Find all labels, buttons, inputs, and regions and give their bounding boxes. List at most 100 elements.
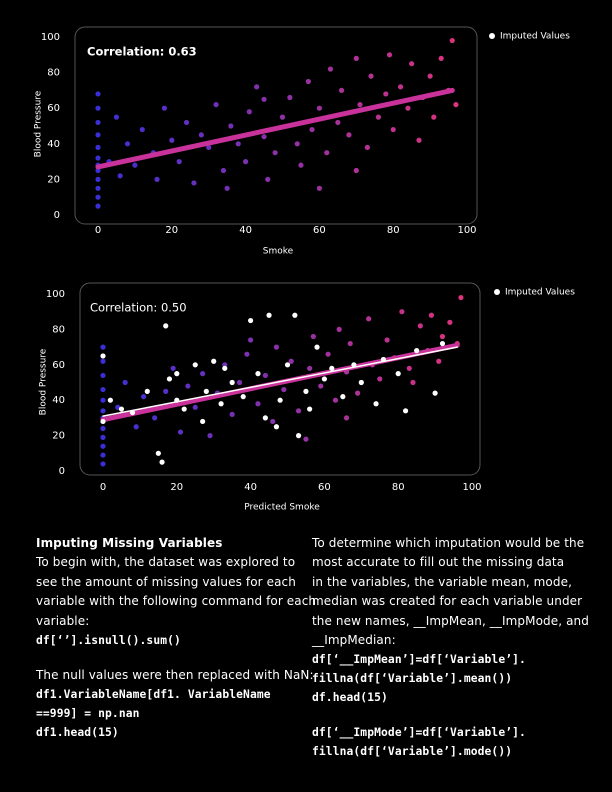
y-tick-label: 80 [47,68,60,79]
x-tick-label: 100 [462,482,481,493]
data-point [235,141,241,147]
imputed-point [439,340,446,347]
y-tick-label: 20 [47,174,60,185]
data-point [324,150,330,156]
imputed-point [159,459,165,465]
data-point [383,91,389,97]
data-point [427,73,433,79]
imputed-point [211,358,217,364]
data-point [95,91,101,97]
code-line: df1.VariableName[df1. VariableName [36,688,271,702]
data-point [447,319,453,325]
imputed-point [329,365,335,371]
imputed-point [314,344,320,350]
data-point [95,119,101,126]
data-point [364,144,370,150]
x-tick-label: 20 [170,482,183,493]
paragraph-line: the new names, __ImpMean, __ImpMode, and [312,613,589,628]
paragraph-block: To begin with, the dataset was explored … [36,553,317,631]
data-point [332,397,339,403]
imputed-point [107,397,113,403]
paragraph-line: most accurate to fill out the missing da… [312,555,565,570]
data-point [191,180,197,186]
data-point [161,105,168,111]
annotation: Correlation: 0.63 [87,45,197,59]
imputed-point [144,388,150,394]
x-tick-label: 40 [239,225,252,236]
data-point [303,436,309,442]
data-point [353,167,359,174]
imputed-point [240,394,246,400]
imputed-point [358,379,364,386]
imputed-point [373,401,379,407]
imputed-point [155,450,161,456]
data-point [438,55,444,61]
data-point [325,351,331,357]
imputed-point [292,312,298,318]
imputed-point [129,409,136,416]
data-point [243,159,249,165]
data-point [117,173,123,179]
data-point [95,185,101,191]
data-point [176,159,182,165]
imputed-point [166,376,173,382]
data-point [327,66,334,72]
heading-block: Imputing Missing Variables [36,534,314,553]
data-point [405,105,411,111]
data-point [309,126,315,133]
imputed-point [307,406,313,412]
imputed-point [174,397,180,403]
data-point [416,137,422,143]
imputed-point [295,433,302,439]
data-point [229,411,235,417]
x-tick-label: 100 [457,225,476,236]
data-point [192,404,198,410]
data-point [100,425,106,432]
data-point [417,323,423,329]
imputed-point [222,365,228,371]
data-point [100,434,106,440]
imputed-point [266,312,272,318]
data-point [124,141,131,147]
data-point [449,37,455,44]
data-point [185,383,191,389]
data-point [122,379,128,386]
data-point [272,150,278,156]
x-tick-label: 60 [318,482,331,493]
paragraph-block: To determine which imputation would be t… [312,534,590,650]
data-point [132,162,138,168]
trend-line [95,87,455,170]
data-point [346,132,352,138]
x-axis-label: Predicted Smoke [244,503,320,513]
data-point [95,132,101,138]
paragraph-line: To begin with, the dataset was explored … [36,555,296,570]
code-block: df[‘__ImpMean’]=df[‘Variable’]. fillna(df… [312,650,590,707]
data-point [298,162,304,168]
paragraph-line: variable with the following command for … [36,594,317,609]
trend-line [102,346,458,417]
data-point [399,309,405,315]
data-point [95,203,101,209]
data-point [220,167,227,174]
data-point [343,415,350,421]
data-point [265,176,271,182]
data-point [254,84,260,90]
plot-frame [74,26,478,225]
data-point [355,390,361,396]
data-point [316,105,322,111]
y-tick-label: 20 [52,431,65,442]
imputed-point [414,348,420,354]
paragraph-line: __ImpMedian: [312,633,396,648]
x-tick-label: 0 [95,225,101,236]
code-block: df1.VariableName[df1. VariableName ==999]… [36,685,314,742]
data-point [213,102,219,108]
x-tick-label: 80 [392,482,405,493]
imputed-point [284,362,291,368]
data-point [409,61,415,67]
data-point [200,371,206,377]
data-point [261,134,267,140]
imputed-point [174,371,180,377]
y-tick-label: 60 [52,360,65,371]
legend-marker [494,289,500,295]
imputed-point [395,371,401,377]
